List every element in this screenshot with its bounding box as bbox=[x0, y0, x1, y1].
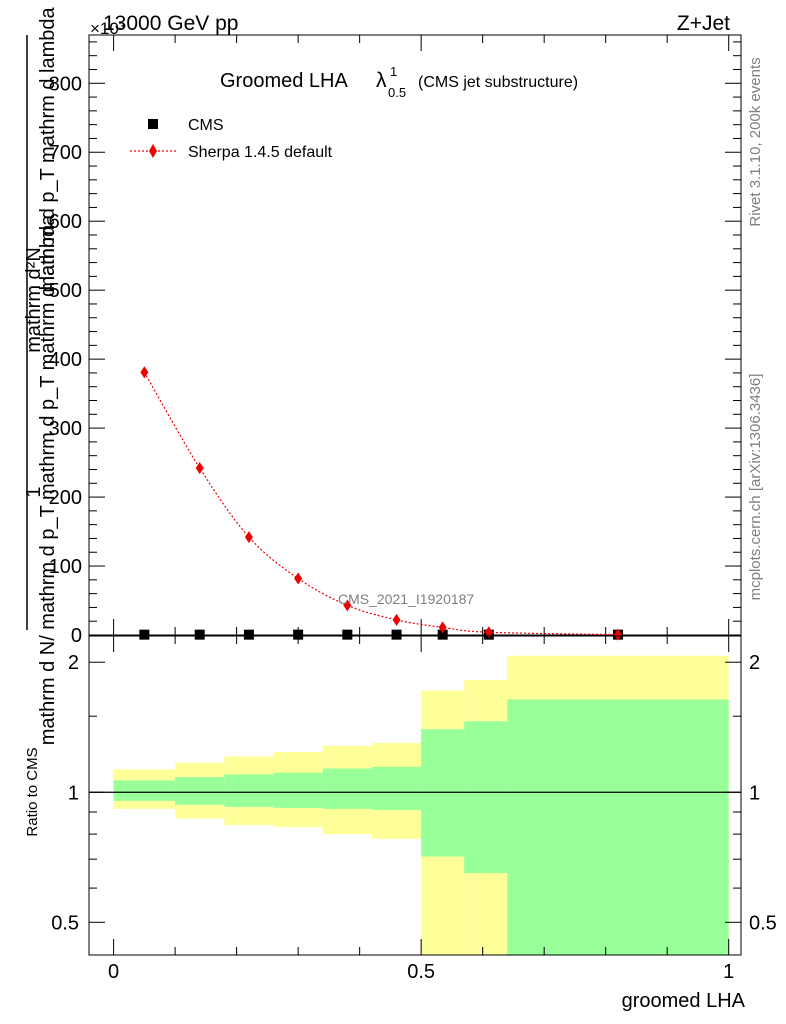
process-label: Z+Jet bbox=[677, 12, 730, 35]
chart-title-text: Groomed LHA bbox=[220, 70, 348, 92]
ratio-y-axis-label: Ratio to CMS bbox=[24, 747, 41, 836]
cms-point bbox=[342, 629, 353, 640]
rivet-label: Rivet 3.1.10, 200k events bbox=[747, 57, 764, 226]
y-tick-label: 600 bbox=[49, 211, 82, 233]
chart-title-symbol: λ bbox=[376, 69, 387, 92]
sherpa-point bbox=[294, 572, 303, 585]
chart-title-subscript: 0.5 bbox=[388, 85, 406, 100]
mcplots-label: mcplots.cern.ch [arXiv:1306.3436] bbox=[747, 374, 764, 601]
ratio-y-tick-label: 1 bbox=[68, 782, 79, 804]
cms-point bbox=[139, 629, 150, 640]
main-frame bbox=[88, 34, 742, 636]
ratio-y-tick-label: 2 bbox=[68, 652, 79, 674]
y-tick-label: 100 bbox=[49, 556, 82, 578]
x-tick-label: 1 bbox=[723, 961, 734, 983]
cms-point bbox=[293, 629, 304, 640]
x-tick-label: 0.5 bbox=[407, 961, 435, 983]
inner-band-bin bbox=[371, 766, 422, 810]
legend-marker-cms bbox=[148, 119, 158, 129]
cms-point bbox=[243, 629, 254, 640]
ratio-y-tick-label-right: 1 bbox=[749, 782, 760, 804]
cms-point bbox=[194, 629, 205, 640]
x-axis-label: groomed LHA bbox=[622, 990, 746, 1012]
sherpa-point bbox=[484, 626, 493, 639]
inner-band-bin bbox=[113, 780, 176, 801]
cms-point bbox=[391, 629, 402, 640]
chart-title: Groomed LHA λ 1 0.5 (CMS jet substructur… bbox=[220, 64, 578, 100]
inner-band-bin bbox=[224, 774, 274, 807]
legend-label-cms: CMS bbox=[188, 117, 224, 134]
inner-band-bin bbox=[175, 776, 225, 805]
y-label-right-bottom: mathrm d p_T mathrm d lambda bbox=[37, 6, 59, 292]
y-label-right-top: mathrm d²N bbox=[23, 247, 45, 353]
sherpa-point bbox=[392, 613, 401, 626]
ratio-panel: 0.5 0.5 1 1 2 2 0 0.5 1 bbox=[51, 635, 777, 983]
y-tick-label: 0 bbox=[71, 625, 82, 647]
energy-label: 13000 GeV pp bbox=[103, 12, 238, 35]
legend-marker-sherpa bbox=[149, 144, 157, 158]
legend: CMS Sherpa 1.4.5 default bbox=[130, 117, 333, 161]
ratio-frame bbox=[88, 635, 742, 956]
chart-title-note: (CMS jet substructure) bbox=[418, 74, 578, 91]
sherpa-point bbox=[195, 462, 204, 475]
ratio-y-tick-label-right: 2 bbox=[749, 652, 760, 674]
main-y-axis-label: 1 mathrm d²N mathrm d p_T mathrm d lambd… bbox=[23, 6, 59, 745]
sherpa-point bbox=[244, 531, 253, 544]
inner-band-bin bbox=[273, 772, 323, 808]
cms-point bbox=[437, 629, 448, 640]
y-tick-label: 200 bbox=[49, 487, 82, 509]
analysis-watermark: CMS_2021_I1920187 bbox=[338, 591, 474, 607]
ratio-y-tick-label-right: 0.5 bbox=[749, 912, 777, 934]
y-tick-label: 700 bbox=[49, 142, 82, 164]
inner-band-bin bbox=[507, 699, 729, 955]
inner-band-bin bbox=[464, 721, 508, 874]
y-tick-label: 800 bbox=[49, 73, 82, 95]
sherpa-point bbox=[613, 628, 622, 641]
y-exponent-label: ×10³ bbox=[90, 19, 125, 38]
main-panel: 0 100 200 300 400 500 600 700 800 bbox=[49, 34, 742, 647]
y-tick-label: 500 bbox=[49, 280, 82, 302]
inner-band-bin bbox=[322, 768, 372, 809]
y-label-denominator: mathrm d N/ mathrm d p_T mathrm d p_T ma… bbox=[37, 214, 59, 745]
legend-label-sherpa: Sherpa 1.4.5 default bbox=[188, 144, 333, 161]
y-label-numerator: 1 bbox=[23, 486, 45, 497]
sherpa-point bbox=[140, 366, 149, 379]
y-tick-label: 300 bbox=[49, 418, 82, 440]
x-tick-label: 0 bbox=[108, 961, 119, 983]
ratio-y-tick-label: 0.5 bbox=[51, 912, 79, 934]
y-tick-label: 400 bbox=[49, 349, 82, 371]
chart-title-superscript: 1 bbox=[390, 64, 397, 79]
sherpa-point bbox=[343, 599, 352, 612]
sherpa-point bbox=[438, 621, 447, 634]
